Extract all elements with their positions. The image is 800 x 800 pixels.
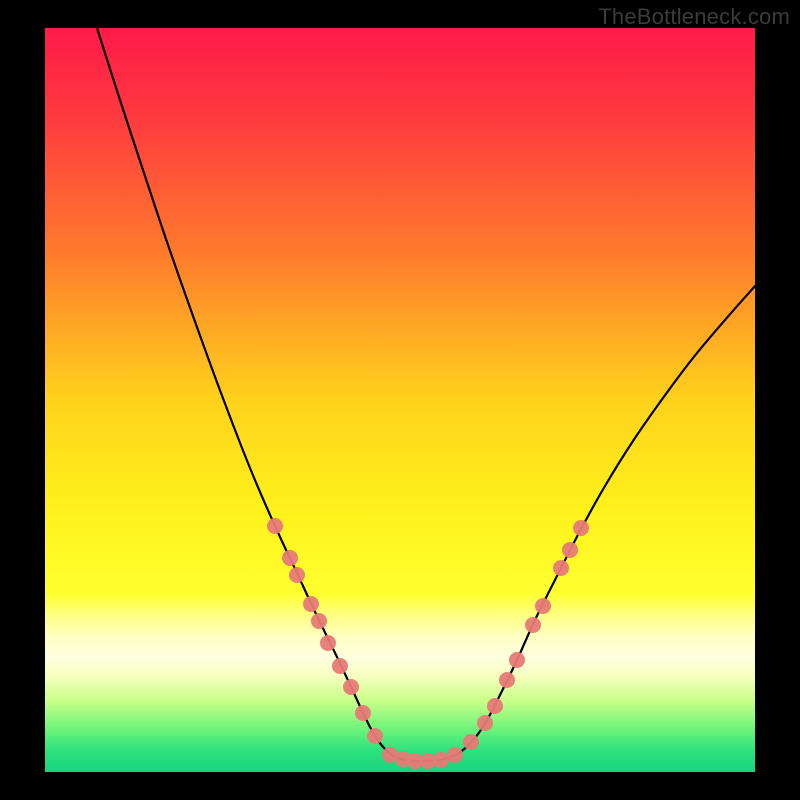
data-point xyxy=(332,658,348,674)
data-point xyxy=(562,542,578,558)
data-point xyxy=(355,705,371,721)
data-point xyxy=(499,672,515,688)
data-point xyxy=(433,752,449,768)
chart-canvas xyxy=(0,0,800,800)
data-point xyxy=(535,598,551,614)
data-point xyxy=(282,550,298,566)
data-point xyxy=(447,747,463,763)
plot-background xyxy=(45,28,755,772)
data-point xyxy=(553,560,569,576)
data-point xyxy=(509,652,525,668)
data-point xyxy=(343,679,359,695)
data-point xyxy=(477,715,493,731)
data-point xyxy=(487,698,503,714)
data-point xyxy=(367,728,383,744)
watermark-text: TheBottleneck.com xyxy=(598,4,790,30)
data-point xyxy=(303,596,319,612)
data-point xyxy=(463,734,479,750)
data-point xyxy=(320,635,336,651)
data-point xyxy=(311,613,327,629)
data-point xyxy=(267,518,283,534)
data-point xyxy=(525,617,541,633)
data-point xyxy=(289,567,305,583)
data-point xyxy=(573,520,589,536)
